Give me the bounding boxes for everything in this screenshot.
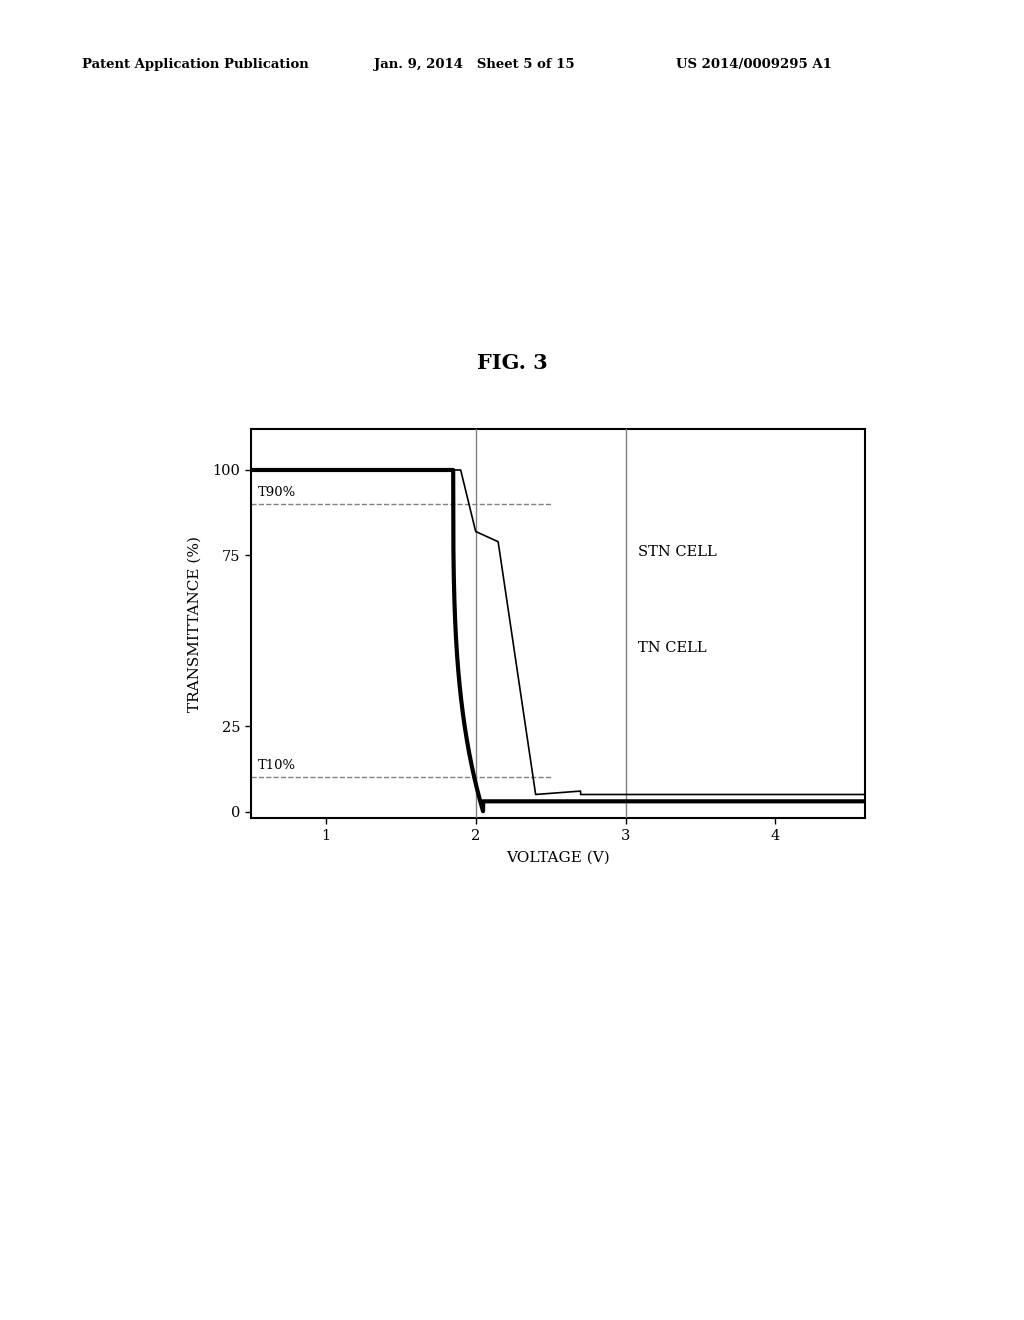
X-axis label: VOLTAGE (V): VOLTAGE (V) xyxy=(506,851,610,865)
Text: T90%: T90% xyxy=(258,486,297,499)
Text: TN CELL: TN CELL xyxy=(638,640,707,655)
Text: STN CELL: STN CELL xyxy=(638,545,716,558)
Text: T10%: T10% xyxy=(258,759,297,772)
Y-axis label: TRANSMITTANCE (%): TRANSMITTANCE (%) xyxy=(187,536,202,711)
Text: Jan. 9, 2014   Sheet 5 of 15: Jan. 9, 2014 Sheet 5 of 15 xyxy=(374,58,574,71)
Text: FIG. 3: FIG. 3 xyxy=(476,352,548,374)
Text: Patent Application Publication: Patent Application Publication xyxy=(82,58,308,71)
Text: US 2014/0009295 A1: US 2014/0009295 A1 xyxy=(676,58,831,71)
